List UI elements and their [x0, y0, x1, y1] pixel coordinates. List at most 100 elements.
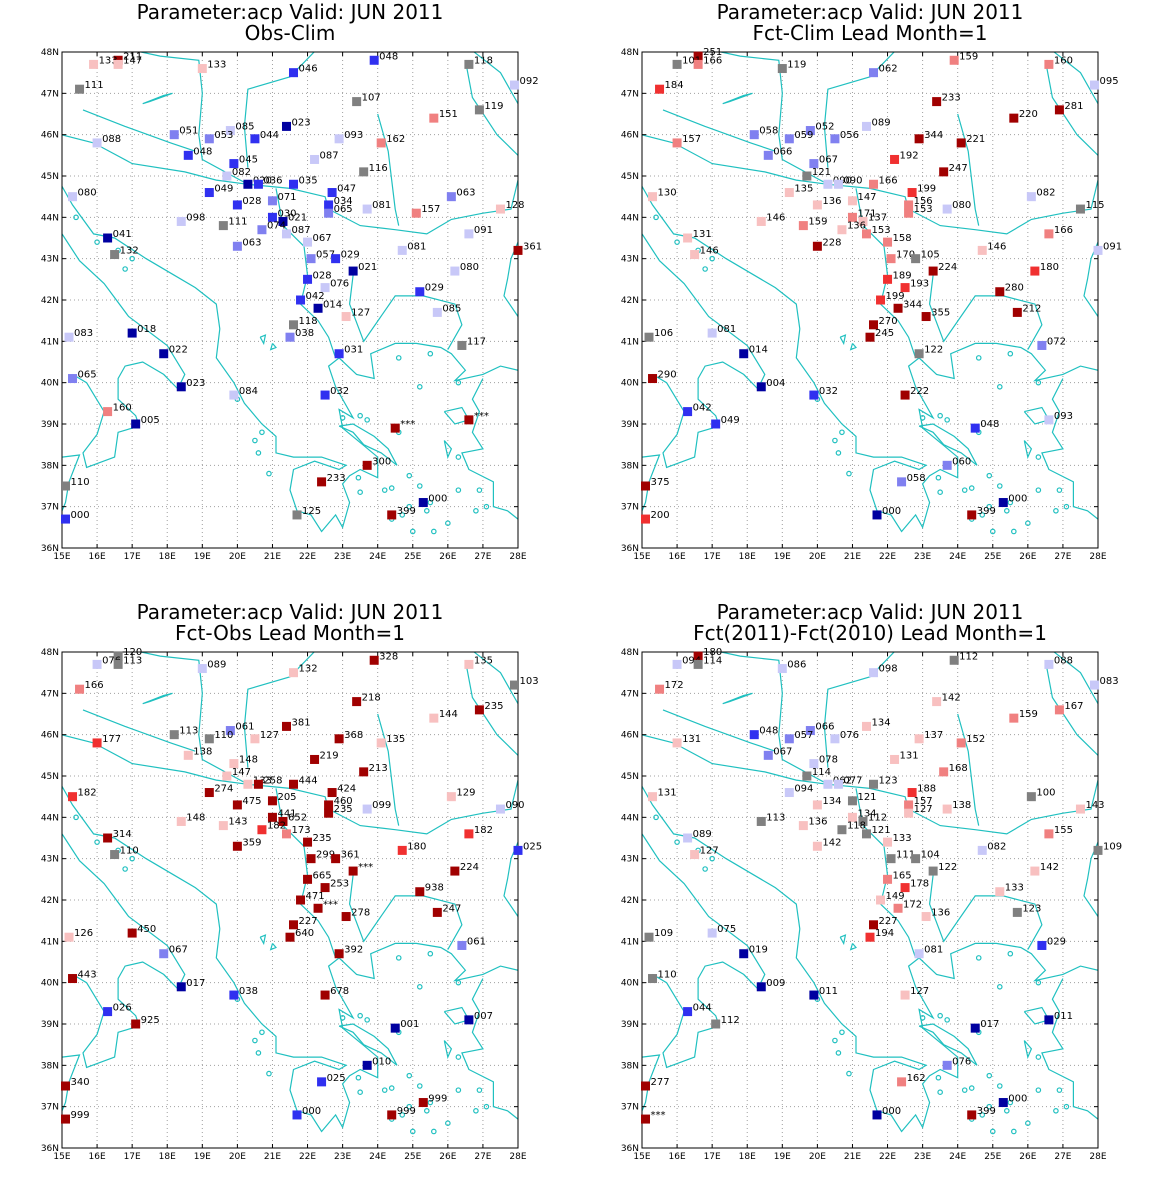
station-value-label: 081: [407, 241, 426, 252]
coastline: [62, 785, 518, 1133]
station-marker: [429, 713, 439, 723]
station-marker: [281, 121, 291, 131]
station-value-label: 224: [938, 262, 957, 273]
station-value-label: 652: [288, 812, 307, 823]
station-marker: [644, 332, 654, 342]
y-tick-label: 47N: [41, 89, 59, 99]
x-tick-label: 20E: [229, 1152, 246, 1162]
y-tick-label: 43N: [41, 255, 59, 265]
station-value-label: 004: [766, 378, 785, 389]
x-tick-label: 28E: [1089, 552, 1106, 562]
station-value-label: 090: [505, 800, 524, 811]
station-value-label: 085: [442, 303, 461, 314]
station-value-label: 399: [977, 506, 996, 517]
island-outline: [935, 474, 942, 481]
x-tick-label: 17E: [124, 1152, 141, 1162]
island-outline: [832, 1037, 838, 1044]
station-marker: [655, 684, 665, 694]
y-tick-label: 40N: [41, 979, 59, 989]
station-value-label: 180: [407, 841, 426, 852]
station-value-label: 080: [952, 200, 971, 211]
station-value-label: 029: [1047, 936, 1066, 947]
station-marker: [331, 854, 341, 864]
station-marker: [1037, 340, 1047, 350]
station-value-label: 088: [1054, 655, 1073, 666]
station-marker: [847, 796, 857, 806]
station-marker: [809, 990, 819, 1000]
station-marker: [281, 229, 291, 239]
island-outline: [1056, 487, 1063, 493]
y-tick-label: 43N: [41, 855, 59, 865]
station-marker: [977, 845, 987, 855]
y-tick-label: 47N: [621, 689, 639, 699]
island-outline: [702, 266, 708, 272]
station-marker: [1089, 80, 1099, 90]
island-outline: [986, 1072, 993, 1079]
y-tick-label: 42N: [621, 896, 639, 906]
station-value-label: 029: [341, 250, 360, 261]
station-value-label: 147: [857, 192, 876, 203]
station-value-label: 441: [277, 808, 296, 819]
station-value-label: 212: [1022, 303, 1041, 314]
island-outline: [937, 1089, 943, 1096]
station-layer: 211 133 147 133 046 048 118 092 111 107 119 151 051 0…: [61, 51, 542, 524]
station-marker: [457, 940, 467, 950]
y-tick-label: 47N: [621, 89, 639, 99]
station-marker: [387, 1110, 397, 1120]
station-value-label: 121: [812, 167, 831, 178]
island-outline: [122, 266, 128, 272]
station-marker: [707, 328, 717, 338]
station-marker: [939, 767, 949, 777]
station-value-label: 057: [316, 250, 335, 261]
island-outline: [431, 528, 437, 535]
island-outline: [1035, 1054, 1042, 1060]
map-gridlines: [642, 652, 1098, 1148]
station-value-label: 109: [1103, 841, 1122, 852]
station-marker: [756, 982, 766, 992]
station-marker: [784, 134, 794, 144]
station-marker: [289, 779, 299, 789]
map-gridlines: [62, 652, 518, 1148]
station-marker: [777, 664, 787, 674]
station-marker: [68, 192, 78, 202]
station-marker: [92, 659, 102, 669]
station-marker: [641, 1114, 651, 1124]
station-marker: [837, 225, 847, 235]
station-marker: [225, 126, 235, 136]
island-outline: [395, 355, 402, 361]
station-value-label: 048: [980, 419, 999, 430]
coastline: [1041, 978, 1098, 1120]
station-value-label: 137: [924, 730, 943, 741]
station-marker: [900, 990, 910, 1000]
station-value-label: 127: [914, 804, 933, 815]
y-tick-label: 45N: [621, 772, 639, 782]
station-value-label: 131: [682, 734, 701, 745]
island-outline: [357, 1012, 363, 1019]
island-outline: [979, 512, 986, 518]
station-marker: [513, 245, 523, 255]
station-value-label: 001: [400, 1019, 419, 1030]
station-value-label: 147: [232, 767, 251, 778]
station-value-label: 121: [857, 792, 876, 803]
panel-title-line1: Parameter:acp Valid: JUN 2011: [136, 0, 444, 24]
station-marker: [823, 179, 833, 189]
island-outline: [1011, 528, 1017, 535]
station-value-label: 199: [886, 291, 905, 302]
station-marker: [648, 374, 658, 384]
station-value-label: 344: [903, 299, 922, 310]
station-value-label: 060: [952, 456, 971, 467]
station-value-label: 443: [78, 970, 97, 981]
island-outline: [944, 1017, 950, 1023]
station-marker: [303, 237, 313, 247]
station-marker: [812, 800, 822, 810]
station-map: 15E 16E 17E 18E 19E 20E 21E 22E 23E 24E 25E 26E 27E 2…: [41, 48, 542, 562]
station-value-label: 125: [302, 506, 321, 517]
y-tick-label: 40N: [41, 379, 59, 389]
x-tick-label: 15E: [633, 552, 650, 562]
panel-title-line2: Fct-Obs Lead Month=1: [175, 621, 405, 645]
station-marker: [387, 510, 397, 520]
station-value-label: 177: [102, 734, 121, 745]
station-marker: [956, 738, 966, 748]
